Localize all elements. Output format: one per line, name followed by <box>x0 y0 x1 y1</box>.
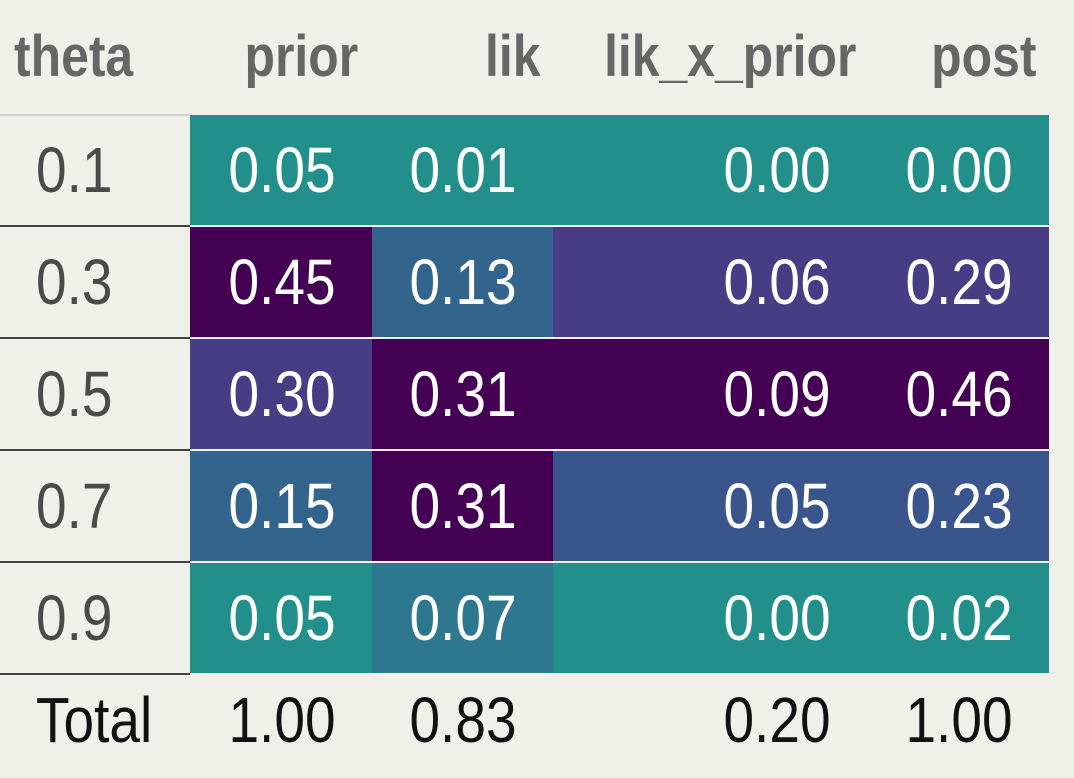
cell-theta: 0.7 <box>0 451 190 561</box>
cell-post: 0.00 <box>867 115 1049 225</box>
cell-theta: 0.1 <box>0 115 190 225</box>
cell-text: 0.23 <box>905 470 1013 542</box>
cell-lik: 0.31 <box>372 339 553 449</box>
cell-lik-x-prior: 0.06 <box>553 227 867 337</box>
cell-text: 0.07 <box>409 582 517 654</box>
cell-text: 0.09 <box>723 358 831 430</box>
column-header-theta: theta <box>14 24 134 89</box>
total-cell-post: 1.00 <box>867 668 1049 772</box>
row-divider <box>0 225 190 227</box>
column-header-lik: lik <box>484 24 540 89</box>
cell-post: 0.46 <box>867 339 1049 449</box>
cell-theta: 0.5 <box>0 339 190 449</box>
cell-lik-x-prior: 0.09 <box>553 339 867 449</box>
cell-text: 0.5 <box>36 358 113 430</box>
total-cell-prior: 1.00 <box>190 668 372 772</box>
total-cell-lik: 0.83 <box>372 668 553 772</box>
cell-text: 0.05 <box>228 134 336 206</box>
column-header-post: post <box>930 24 1036 89</box>
cell-text: 0.9 <box>36 582 113 654</box>
cell-lik-x-prior: 0.00 <box>553 115 867 225</box>
cell-text: 0.15 <box>228 470 336 542</box>
cell-post: 0.23 <box>867 451 1049 561</box>
cell-text: Total <box>36 684 153 756</box>
cell-lik-x-prior: 0.05 <box>553 451 867 561</box>
cell-prior: 0.45 <box>190 227 372 337</box>
total-cell-lik-x-prior: 0.20 <box>553 668 867 772</box>
cell-text: 0.7 <box>36 470 113 542</box>
cell-text: 1.00 <box>228 684 336 756</box>
cell-text: 0.05 <box>723 470 831 542</box>
row-divider <box>0 114 190 116</box>
cell-text: 1.00 <box>905 684 1013 756</box>
cell-theta: 0.9 <box>0 563 190 673</box>
cell-text: 0.20 <box>723 684 831 756</box>
cell-lik: 0.31 <box>372 451 553 561</box>
cell-text: 0.30 <box>228 358 336 430</box>
cell-text: 0.45 <box>228 246 336 318</box>
cell-text: 0.46 <box>905 358 1013 430</box>
cell-lik: 0.13 <box>372 227 553 337</box>
cell-lik: 0.07 <box>372 563 553 673</box>
cell-post: 0.02 <box>867 563 1049 673</box>
cell-text: 0.05 <box>228 582 336 654</box>
cell-text: 0.06 <box>723 246 831 318</box>
cell-prior: 0.05 <box>190 115 372 225</box>
row-divider <box>0 449 190 451</box>
cell-text: 0.01 <box>409 134 517 206</box>
column-header-lik-x-prior: lik_x_prior <box>603 24 856 89</box>
total-cell-theta: Total <box>0 668 190 772</box>
cell-text: 0.3 <box>36 246 113 318</box>
cell-lik-x-prior: 0.00 <box>553 563 867 673</box>
cell-text: 0.31 <box>409 470 517 542</box>
cell-text: 0.00 <box>723 134 831 206</box>
cell-text: 0.00 <box>723 582 831 654</box>
cell-prior: 0.15 <box>190 451 372 561</box>
cell-post: 0.29 <box>867 227 1049 337</box>
cell-text: 0.00 <box>905 134 1013 206</box>
row-divider <box>0 337 190 339</box>
cell-prior: 0.05 <box>190 563 372 673</box>
cell-theta: 0.3 <box>0 227 190 337</box>
cell-prior: 0.30 <box>190 339 372 449</box>
cell-text: 0.83 <box>409 684 517 756</box>
cell-text: 0.29 <box>905 246 1013 318</box>
cell-text: 0.13 <box>409 246 517 318</box>
cell-text: 0.02 <box>905 582 1013 654</box>
cell-lik: 0.01 <box>372 115 553 225</box>
row-divider <box>0 673 190 675</box>
cell-text: 0.1 <box>36 134 113 206</box>
column-header-prior: prior <box>244 24 358 89</box>
row-divider <box>0 561 190 563</box>
cell-text: 0.31 <box>409 358 517 430</box>
